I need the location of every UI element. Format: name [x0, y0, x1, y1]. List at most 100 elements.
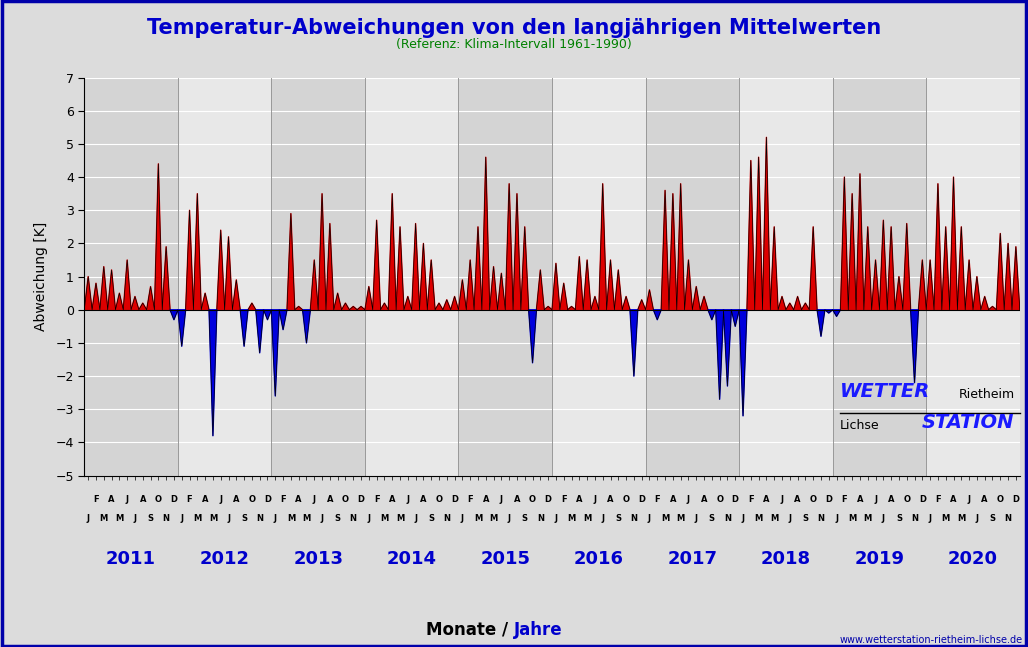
Text: M: M: [489, 514, 498, 523]
Text: M: M: [474, 514, 482, 523]
Text: F: F: [94, 495, 99, 504]
Bar: [646, 78, 739, 476]
Text: O: O: [997, 495, 1003, 504]
Text: N: N: [443, 514, 450, 523]
Text: S: S: [990, 514, 995, 523]
Text: A: A: [295, 495, 302, 504]
Text: M: M: [302, 514, 310, 523]
Text: 2019: 2019: [854, 550, 905, 568]
Text: F: F: [281, 495, 286, 504]
Text: S: S: [709, 514, 714, 523]
Text: Lichse: Lichse: [840, 419, 880, 432]
Text: Temperatur-Abweichungen von den langjährigen Mittelwerten: Temperatur-Abweichungen von den langjähr…: [147, 18, 881, 38]
Text: F: F: [468, 495, 473, 504]
Text: 2020: 2020: [948, 550, 998, 568]
Bar: [458, 78, 552, 476]
Text: A: A: [576, 495, 583, 504]
Text: J: J: [86, 514, 89, 523]
Text: D: D: [919, 495, 926, 504]
Text: M: M: [942, 514, 950, 523]
Text: J: J: [313, 495, 316, 504]
Text: M: M: [567, 514, 576, 523]
Text: 2011: 2011: [106, 550, 156, 568]
Text: A: A: [420, 495, 427, 504]
Text: J: J: [134, 514, 137, 523]
Text: 2015: 2015: [480, 550, 530, 568]
Text: J: J: [273, 514, 277, 523]
Text: F: F: [187, 495, 192, 504]
Text: Rietheim: Rietheim: [958, 388, 1015, 401]
Text: M: M: [755, 514, 763, 523]
Text: J: J: [967, 495, 970, 504]
Text: J: J: [321, 514, 324, 523]
Text: N: N: [817, 514, 824, 523]
Bar: [739, 78, 833, 476]
Bar: [552, 78, 646, 476]
Text: M: M: [676, 514, 685, 523]
Text: A: A: [856, 495, 864, 504]
Text: (Referenz: Klima-Intervall 1961-1990): (Referenz: Klima-Intervall 1961-1990): [396, 38, 632, 50]
Text: D: D: [638, 495, 646, 504]
Text: J: J: [406, 495, 409, 504]
Text: O: O: [904, 495, 910, 504]
Text: J: J: [601, 514, 604, 523]
Text: S: S: [335, 514, 340, 523]
Text: STATION: STATION: [922, 413, 1015, 432]
Text: J: J: [788, 514, 792, 523]
Text: A: A: [514, 495, 520, 504]
Text: www.wetterstation-rietheim-lichse.de: www.wetterstation-rietheim-lichse.de: [840, 635, 1023, 645]
Text: 2013: 2013: [293, 550, 343, 568]
Bar: [365, 78, 458, 476]
Text: N: N: [911, 514, 918, 523]
Text: A: A: [233, 495, 240, 504]
Text: J: J: [554, 514, 557, 523]
Text: 2017: 2017: [667, 550, 718, 568]
Text: O: O: [342, 495, 348, 504]
Text: N: N: [537, 514, 544, 523]
Y-axis label: Abweichung [K]: Abweichung [K]: [34, 222, 48, 331]
Text: J: J: [835, 514, 838, 523]
Text: J: J: [976, 514, 979, 523]
Text: J: J: [687, 495, 690, 504]
Text: A: A: [701, 495, 707, 504]
Text: 2014: 2014: [387, 550, 437, 568]
Text: M: M: [848, 514, 856, 523]
Text: J: J: [695, 514, 698, 523]
Text: D: D: [171, 495, 178, 504]
Text: O: O: [623, 495, 629, 504]
Text: M: M: [100, 514, 108, 523]
Text: O: O: [436, 495, 442, 504]
Text: N: N: [724, 514, 731, 523]
Text: J: J: [508, 514, 511, 523]
Text: J: J: [741, 514, 744, 523]
Bar: [178, 78, 271, 476]
Text: M: M: [661, 514, 669, 523]
Text: 2012: 2012: [199, 550, 250, 568]
Text: A: A: [389, 495, 396, 504]
Text: O: O: [810, 495, 816, 504]
Text: S: S: [616, 514, 621, 523]
Text: J: J: [367, 514, 370, 523]
Text: J: J: [461, 514, 464, 523]
Text: J: J: [500, 495, 503, 504]
Text: J: J: [593, 495, 596, 504]
Text: M: M: [193, 514, 201, 523]
Text: D: D: [825, 495, 833, 504]
Text: N: N: [1004, 514, 1012, 523]
Text: F: F: [561, 495, 566, 504]
Text: A: A: [108, 495, 115, 504]
Text: F: F: [935, 495, 941, 504]
Bar: [926, 78, 1020, 476]
Text: S: S: [896, 514, 902, 523]
Text: J: J: [874, 495, 877, 504]
Text: M: M: [864, 514, 872, 523]
Text: N: N: [256, 514, 263, 523]
Text: A: A: [327, 495, 333, 504]
Text: D: D: [358, 495, 365, 504]
Text: M: M: [396, 514, 404, 523]
Text: A: A: [669, 495, 676, 504]
Text: F: F: [374, 495, 379, 504]
Text: M: M: [209, 514, 217, 523]
Text: A: A: [950, 495, 957, 504]
Text: 2016: 2016: [574, 550, 624, 568]
